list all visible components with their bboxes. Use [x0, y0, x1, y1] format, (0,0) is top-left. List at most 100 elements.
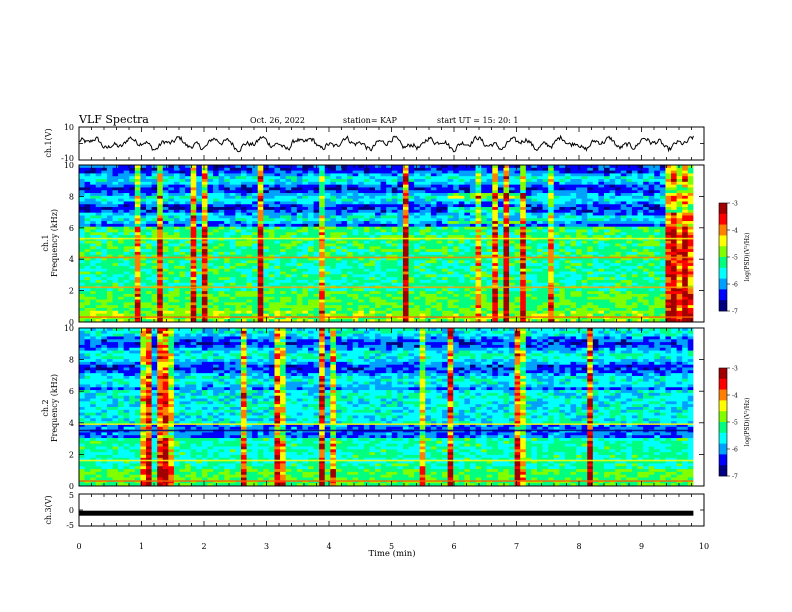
spectrogram-cell — [324, 193, 331, 197]
spectrogram-cell — [213, 226, 220, 230]
spectrogram-cell — [375, 307, 382, 312]
spectrogram-cell — [375, 268, 382, 272]
spectrogram-cell — [291, 296, 298, 300]
spectrogram-cell — [313, 299, 320, 303]
spectrogram-cell — [369, 198, 376, 202]
spectrogram-cell — [369, 226, 376, 230]
spectrogram-cell — [525, 313, 532, 317]
spectrogram-cell — [453, 204, 460, 208]
spectrogram-cell — [280, 187, 287, 191]
spectrogram-cell — [509, 181, 516, 186]
spectrogram-cell — [313, 198, 320, 202]
spectrogram-cell — [118, 204, 125, 208]
spectrogram-cell — [486, 165, 493, 169]
spectrogram-cell — [503, 179, 510, 183]
spectrogram-cell — [201, 293, 208, 298]
spectrogram-cell — [341, 209, 348, 214]
spectrogram-cell — [419, 226, 426, 230]
spectrogram-cell — [313, 254, 320, 258]
spectrogram-cell — [330, 293, 337, 298]
spectrogram-cell — [157, 235, 164, 239]
spectrogram-cell — [106, 229, 113, 233]
spectrogram-cell — [464, 179, 471, 183]
spectrogram-cell — [274, 291, 281, 295]
spectrogram-cell — [375, 167, 382, 171]
spectrogram-cell — [296, 310, 303, 314]
spectrogram-cell — [408, 232, 415, 236]
spectrogram-cell — [503, 288, 510, 292]
spectrogram-cell — [447, 296, 454, 300]
spectrogram-cell — [129, 215, 136, 219]
spectrogram-cell — [486, 310, 493, 314]
spectrogram-cell — [274, 165, 281, 169]
spectrogram-cell — [274, 305, 281, 309]
spectrogram-cell — [430, 187, 437, 191]
spectrogram-cell — [436, 296, 443, 300]
spectrogram-cell — [84, 288, 91, 292]
spectrogram-cell — [106, 218, 113, 222]
spectrogram-cell — [542, 249, 549, 253]
spectrogram-cell — [235, 313, 242, 317]
spectrogram-cell — [492, 254, 499, 258]
spectrogram-cell — [213, 221, 220, 225]
spectrogram-cell — [123, 221, 130, 225]
spectrogram-cell — [90, 271, 97, 275]
spectrogram-cell — [302, 246, 309, 250]
spectrogram-cell — [285, 232, 292, 236]
spectrogram-cell — [330, 263, 337, 267]
spectrogram-cell — [430, 282, 437, 286]
spectrogram-cell — [319, 170, 326, 174]
spectrogram-cell — [213, 274, 220, 278]
spectrogram-cell — [240, 310, 247, 314]
spectrogram-cell — [235, 232, 242, 236]
spectrogram-cell — [391, 181, 398, 186]
spectrogram-cell — [257, 307, 264, 312]
spectrogram-cell — [347, 293, 354, 298]
spectrogram-cell — [397, 193, 404, 197]
spectrogram-cell — [280, 215, 287, 219]
spectrogram-cell — [185, 212, 192, 216]
spectrogram-cell — [414, 310, 421, 314]
spectrogram-cell — [531, 246, 538, 250]
spectrogram-cell — [291, 313, 298, 317]
spectrogram-cell — [307, 288, 314, 292]
spectrogram-cell — [414, 263, 421, 267]
spectrogram-cell — [229, 313, 236, 317]
spectrogram-cell — [469, 170, 476, 174]
spectrogram-cell — [313, 181, 320, 186]
spectrogram-cell — [375, 218, 382, 222]
spectrogram-cell — [173, 173, 180, 177]
spectrogram-cell — [218, 296, 225, 300]
spectrogram-cell — [503, 251, 510, 256]
spectrogram-cell — [285, 305, 292, 309]
spectrogram-cell — [146, 282, 153, 286]
spectrogram-cell — [90, 198, 97, 202]
spectrogram-cell — [352, 195, 359, 200]
spectrogram-cell — [324, 299, 331, 303]
spectrogram-cell — [464, 260, 471, 264]
spectrogram-cell — [229, 251, 236, 256]
spectrogram-cell — [268, 316, 275, 320]
spectrogram-cell — [564, 165, 571, 169]
spectrogram-cell — [302, 235, 309, 239]
spectrogram-cell — [179, 184, 186, 188]
spectrogram-cell — [425, 268, 432, 272]
spectrogram-cell — [531, 279, 538, 284]
spectrogram-cell — [475, 279, 482, 284]
spectrogram-cell — [229, 279, 236, 284]
spectrogram-cell — [313, 288, 320, 292]
spectrogram-cell — [90, 305, 97, 309]
spectrogram-cell — [79, 226, 85, 230]
spectrogram-cell — [375, 226, 382, 230]
spectrogram-cell — [436, 293, 443, 298]
spectrogram-cell — [263, 190, 270, 194]
spectrogram-cell — [369, 221, 376, 225]
spectrogram-cell — [442, 260, 449, 264]
spectrogram-cell — [84, 268, 91, 272]
spectrogram-cell — [296, 240, 303, 244]
spectrogram-cell — [341, 184, 348, 188]
spectrogram-cell — [397, 263, 404, 267]
spectrogram-cell — [291, 221, 298, 225]
spectrogram-cell — [190, 251, 197, 256]
spectrogram-cell — [330, 173, 337, 177]
